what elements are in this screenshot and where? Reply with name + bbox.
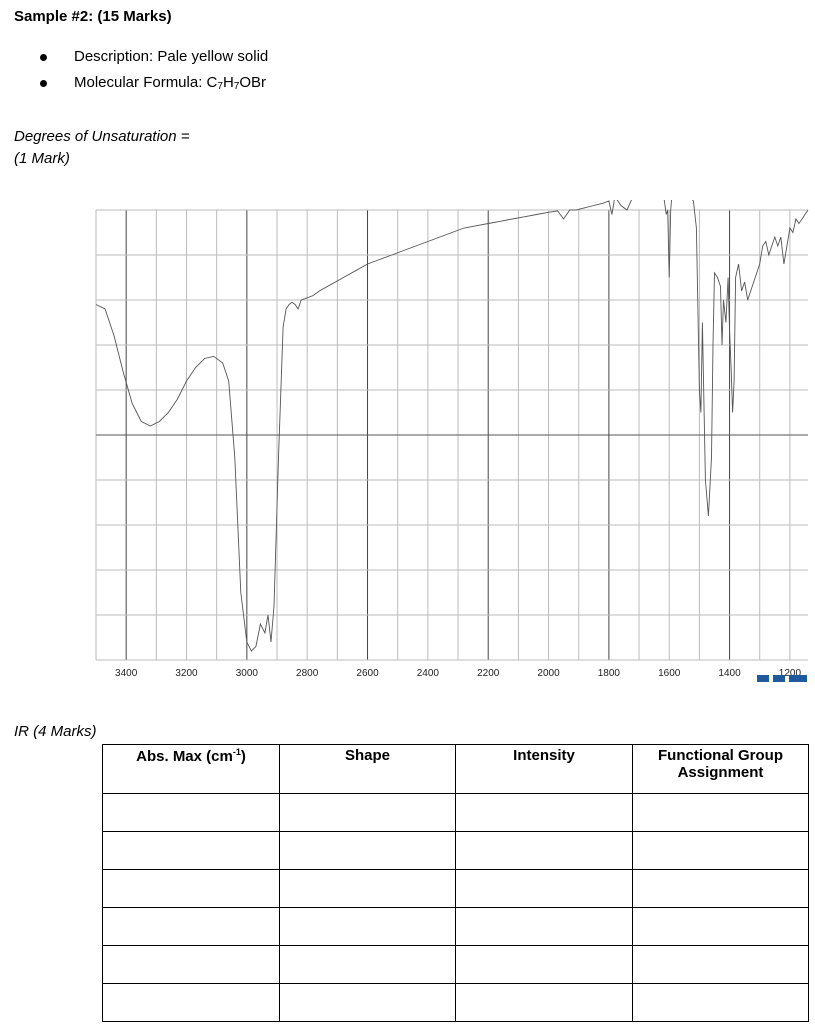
x-tick-label: 3200 <box>175 668 198 679</box>
table-cell[interactable] <box>455 907 633 946</box>
table-cell[interactable] <box>455 869 633 908</box>
x-tick-label: 3400 <box>115 668 138 679</box>
x-tick-label: 3000 <box>236 668 259 679</box>
table-cell[interactable] <box>632 793 809 832</box>
formula-c: C <box>206 74 218 91</box>
table-cell[interactable] <box>279 945 456 984</box>
unsaturation-marks: (1 Mark) <box>14 150 70 167</box>
table-cell[interactable] <box>632 983 809 1022</box>
formula-h: H <box>222 74 234 91</box>
formula-item: Molecular Formula: C7H7OBr <box>38 70 268 100</box>
table-cell[interactable] <box>102 831 280 870</box>
x-tick-label: 2600 <box>356 668 379 679</box>
formula-c-sub: 7 <box>217 81 223 92</box>
table-cell[interactable] <box>102 945 280 984</box>
unsaturation-label: Degrees of Unsaturation = <box>14 128 190 145</box>
table-row <box>102 907 809 946</box>
x-tick-label: 2200 <box>477 668 500 679</box>
header-functional-group: Functional Group Assignment <box>632 744 809 794</box>
table-cell[interactable] <box>279 983 456 1022</box>
ir-table: Abs. Max (cm-1) Shape Intensity Function… <box>102 744 809 1022</box>
description-text: Description: Pale yellow solid <box>74 48 269 65</box>
x-tick-label: 1800 <box>598 668 621 679</box>
table-cell[interactable] <box>102 907 280 946</box>
table-row <box>102 831 809 870</box>
table-cell[interactable] <box>632 907 809 946</box>
table-cell[interactable] <box>632 831 809 870</box>
ir-spectrum-chart: 3400 3200 3000 2800 2600 2400 2200 2000 1800 1600… <box>95 200 809 679</box>
header-intensity: Intensity <box>455 744 633 794</box>
ir-section-label: IR (4 Marks) <box>14 723 97 740</box>
table-cell[interactable] <box>102 793 280 832</box>
sample-info-list: Description: Pale yellow solid Molecular… <box>38 44 268 100</box>
x-tick-label: 2400 <box>417 668 440 679</box>
x-tick-label: 1200 <box>779 668 802 679</box>
ir-table-header: Abs. Max (cm-1) Shape Intensity Function… <box>102 744 809 794</box>
table-row <box>102 793 809 832</box>
x-tick-label: 1600 <box>658 668 681 679</box>
table-cell[interactable] <box>455 793 633 832</box>
table-row <box>102 983 809 1022</box>
table-row <box>102 945 809 984</box>
table-cell[interactable] <box>455 983 633 1022</box>
header-shape: Shape <box>279 744 456 794</box>
sample-heading: Sample #2: (15 Marks) <box>14 8 172 25</box>
table-cell[interactable] <box>279 869 456 908</box>
formula-rest: OBr <box>239 74 267 91</box>
table-cell[interactable] <box>102 869 280 908</box>
spectrum-trace <box>95 200 809 652</box>
table-cell[interactable] <box>632 869 809 908</box>
table-cell[interactable] <box>279 907 456 946</box>
zoom-in-control[interactable] <box>757 675 769 682</box>
reset-control[interactable] <box>789 675 807 682</box>
table-cell[interactable] <box>102 983 280 1022</box>
description-item: Description: Pale yellow solid <box>38 44 268 70</box>
table-cell[interactable] <box>455 945 633 984</box>
x-tick-label: 2800 <box>296 668 319 679</box>
table-row <box>102 869 809 908</box>
table-cell[interactable] <box>279 793 456 832</box>
header-abs-max: Abs. Max (cm-1) <box>102 744 280 794</box>
x-tick-label: 2000 <box>537 668 560 679</box>
formula-label: Molecular Formula: <box>74 74 207 91</box>
table-cell[interactable] <box>632 945 809 984</box>
zoom-out-control[interactable] <box>773 675 785 682</box>
ir-table-body <box>102 793 809 1022</box>
x-tick-labels: 3400 3200 3000 2800 2600 2400 2200 2000 1800 1600… <box>115 668 801 679</box>
table-cell[interactable] <box>279 831 456 870</box>
table-cell[interactable] <box>455 831 633 870</box>
formula-h-sub: 7 <box>233 81 240 92</box>
x-tick-label: 1400 <box>718 668 741 679</box>
grid-horizontal <box>96 209 808 661</box>
